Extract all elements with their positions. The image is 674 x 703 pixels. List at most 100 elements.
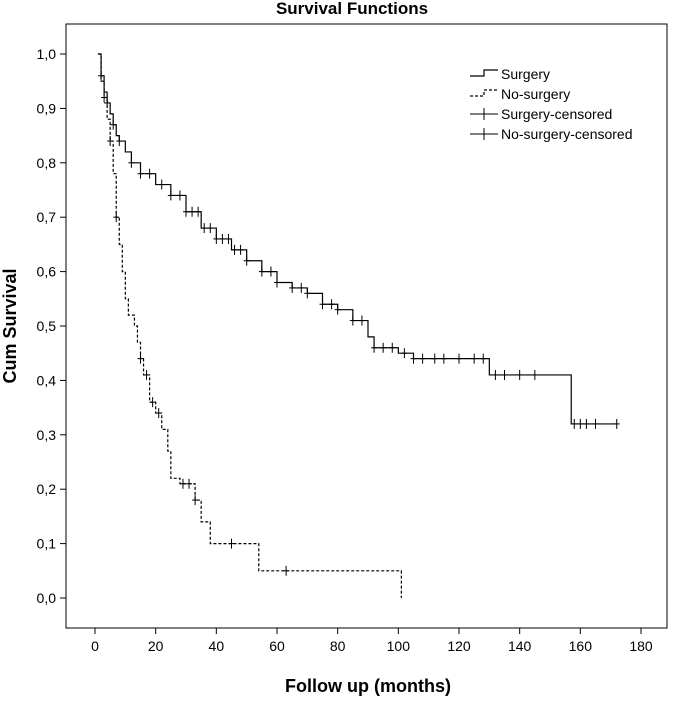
censor-mark-surgery	[189, 206, 196, 217]
censor-mark-surgery	[304, 288, 311, 299]
y-tick-label: 0,7	[37, 209, 57, 225]
legend-label: No-surgery-censored	[501, 126, 633, 142]
censor-mark-surgery	[516, 369, 523, 380]
x-tick-label: 40	[209, 638, 225, 654]
censor-mark-surgery	[243, 255, 250, 266]
censor-mark-no-surgery	[107, 136, 114, 147]
censor-mark-no-surgery	[228, 538, 235, 549]
censor-mark-surgery	[219, 233, 226, 244]
y-tick-label: 0,2	[37, 481, 57, 497]
censor-mark-surgery	[158, 179, 165, 190]
censor-mark-surgery	[501, 369, 508, 380]
censor-mark-surgery	[358, 315, 365, 326]
y-axis: 0,0 0,1 0,2 0,3 0,4 0,5 0,6 0,7 0,8 0,9 1,0	[37, 46, 66, 606]
x-tick-label: 140	[508, 638, 532, 654]
y-tick-label: 1,0	[37, 46, 57, 62]
censor-mark-no-surgery	[155, 408, 162, 419]
legend-item: No-surgery-censored	[470, 126, 633, 142]
x-tick-label: 120	[447, 638, 471, 654]
censor-mark-surgery	[237, 244, 244, 255]
censor-mark-surgery	[440, 353, 447, 364]
censor-mark-surgery	[380, 342, 387, 353]
censor-mark-surgery	[195, 206, 202, 217]
legend-swatch-solid	[470, 69, 498, 77]
censor-mark-surgery	[289, 282, 296, 293]
censor-mark-surgery	[571, 418, 578, 429]
censor-mark-surgery	[258, 266, 265, 277]
censor-mark-no-surgery	[179, 478, 186, 489]
censor-mark-surgery	[267, 266, 274, 277]
x-tick-label: 160	[569, 638, 593, 654]
legend-label: Surgery	[501, 66, 550, 82]
censor-mark-surgery	[349, 315, 356, 326]
legend-label: Surgery-censored	[501, 106, 612, 122]
series-line-no-surgery	[98, 53, 402, 598]
y-tick-label: 0,8	[37, 155, 57, 171]
censor-mark-surgery	[167, 190, 174, 201]
y-axis-title: Cum Survival	[0, 268, 20, 383]
censor-mark-surgery	[274, 277, 280, 288]
x-tick-label: 60	[269, 638, 285, 654]
censor-mark-surgery	[577, 418, 584, 429]
censor-mark-no-surgery	[113, 212, 120, 223]
censor-mark-surgery	[613, 418, 620, 429]
censor-mark-surgery	[419, 353, 426, 364]
censor-mark-surgery	[201, 223, 208, 234]
censor-mark-surgery	[431, 353, 438, 364]
y-tick-label: 0,5	[37, 318, 57, 334]
censor-mark-surgery	[225, 233, 232, 244]
censor-mark-surgery	[480, 353, 487, 364]
censor-mark-surgery	[334, 304, 341, 315]
legend-swatch-dashed	[470, 89, 498, 97]
censor-mark-surgery	[137, 168, 144, 179]
censor-mark-surgery	[116, 136, 123, 147]
censor-mark-surgery	[401, 348, 408, 359]
series-layer	[98, 53, 620, 598]
censor-mark-no-surgery	[137, 353, 144, 364]
censor-mark-surgery	[128, 157, 135, 168]
censor-mark-surgery	[231, 244, 238, 255]
censor-mark-surgery	[298, 282, 305, 293]
censor-mark-surgery	[328, 299, 335, 310]
censor-mark-surgery	[410, 353, 417, 364]
censor-mark-surgery	[371, 342, 378, 353]
censor-mark-surgery	[583, 418, 590, 429]
censor-mark-no-surgery	[143, 369, 150, 380]
y-tick-label: 0,6	[37, 264, 57, 280]
censor-mark-surgery	[389, 342, 396, 353]
y-tick-label: 0,3	[37, 427, 57, 443]
censor-mark-surgery	[456, 353, 462, 364]
censor-mark-no-surgery	[192, 495, 199, 506]
censor-mark-surgery	[207, 223, 214, 234]
censor-mark-no-surgery	[283, 565, 290, 576]
legend-item: No-surgery	[470, 86, 570, 102]
y-tick-label: 0,0	[37, 590, 57, 606]
legend-item: Surgery	[470, 66, 550, 82]
x-tick-label: 20	[148, 638, 164, 654]
x-tick-label: 180	[629, 638, 653, 654]
x-tick-label: 100	[387, 638, 411, 654]
censor-mark-surgery	[471, 353, 478, 364]
y-tick-label: 0,4	[37, 372, 57, 388]
chart-title: Survival Functions	[276, 0, 428, 18]
censor-mark-surgery	[492, 369, 499, 380]
legend: Surgery No-surgery Surgery-censored No-surg…	[470, 66, 633, 142]
legend-item: Surgery-censored	[470, 106, 612, 122]
y-tick-label: 0,9	[37, 100, 57, 116]
censor-mark-no-surgery	[149, 397, 156, 408]
y-tick-label: 0,1	[37, 536, 57, 552]
censor-mark-surgery	[592, 418, 599, 429]
censor-mark-surgery	[183, 206, 189, 217]
censor-mark-no-surgery	[186, 478, 193, 489]
censor-mark-surgery	[531, 369, 538, 380]
censor-mark-surgery	[213, 233, 220, 244]
x-axis-title: Follow up (months)	[285, 676, 451, 696]
censor-mark-surgery	[110, 119, 117, 130]
censor-mark-surgery	[146, 168, 153, 179]
censor-mark-surgery	[176, 190, 183, 201]
legend-label: No-surgery	[501, 86, 570, 102]
censor-mark-surgery	[319, 299, 326, 310]
x-tick-label: 0	[91, 638, 99, 654]
x-axis: 0 20 40 60 80 100 120 140 160 180	[91, 628, 653, 654]
